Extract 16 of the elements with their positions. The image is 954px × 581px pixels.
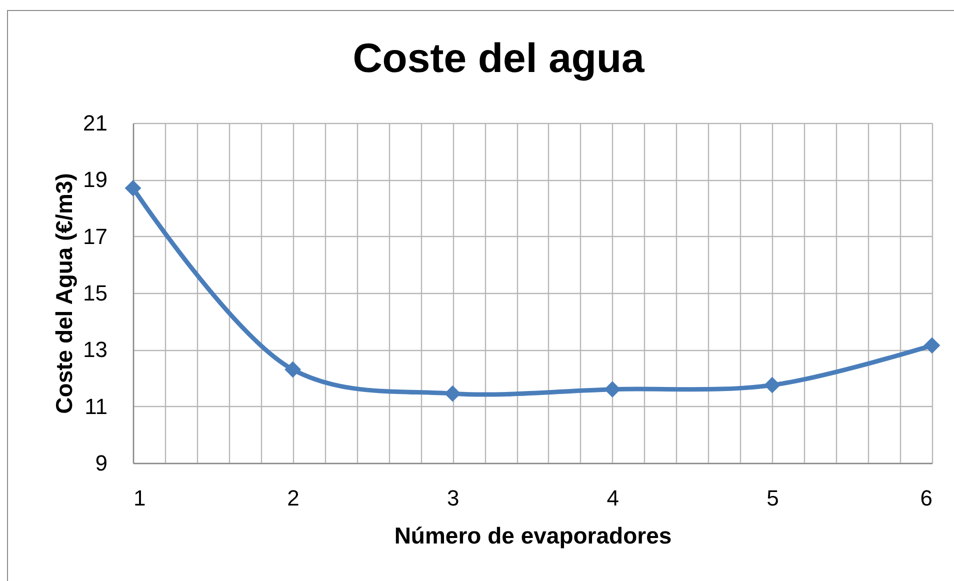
y-tick-label: 19	[83, 167, 108, 192]
y-tick-label: 15	[83, 280, 108, 306]
x-tick-label: 1	[134, 486, 146, 510]
y-tick-label: 9	[95, 450, 108, 476]
x-tick-label: 6	[920, 486, 932, 510]
y-tick-label: 17	[83, 224, 108, 249]
y-tick-label: 21	[83, 110, 108, 136]
y-tick-label: 13	[83, 337, 108, 362]
x-tick-label: 3	[446, 486, 460, 510]
x-axis-title: Número de evaporadores	[394, 522, 672, 548]
x-tick-label: 5	[766, 486, 779, 510]
x-tick-label: 2	[287, 486, 300, 510]
y-tick-label: 11	[84, 394, 108, 419]
x-tick-label: 4	[606, 486, 620, 510]
y-axis-title: Coste del Agua (€/m3)	[51, 173, 78, 414]
chart-title: Coste del agua	[352, 35, 646, 81]
